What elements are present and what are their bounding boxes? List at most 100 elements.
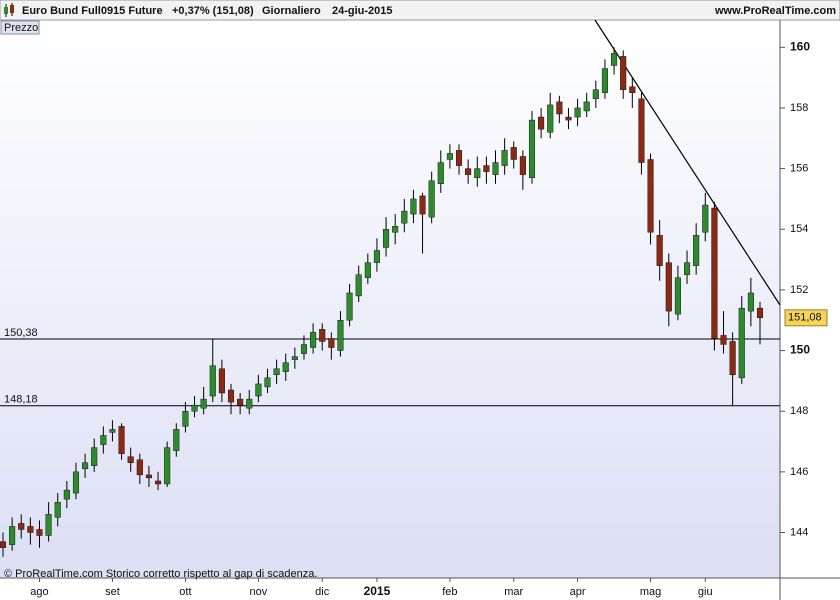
header-icon	[4, 3, 14, 17]
candle-body	[738, 307, 745, 379]
candle-body	[209, 365, 216, 397]
candle-body	[145, 474, 152, 479]
candle-body	[136, 459, 143, 476]
last-price-tag	[784, 309, 828, 327]
candle-body	[510, 147, 517, 160]
x-tick-label: ott	[179, 586, 191, 598]
period: Giornaliero	[262, 5, 321, 17]
candle-body	[328, 338, 335, 348]
candle-body	[45, 514, 52, 536]
candle-body	[273, 368, 280, 376]
y-tick-label: 144	[790, 526, 808, 538]
candle-body	[36, 529, 43, 536]
plot-area	[0, 20, 780, 578]
support-label: 148,18	[4, 394, 38, 406]
candle-body	[747, 292, 754, 312]
candle-body	[483, 165, 490, 172]
candle-body	[282, 362, 289, 372]
candle-body	[54, 501, 61, 518]
header-bar	[0, 0, 840, 21]
candle-body	[355, 274, 362, 297]
candle-body	[346, 292, 353, 321]
candle-body	[729, 341, 736, 376]
y-tick-label: 154	[790, 223, 808, 235]
candle-body	[410, 198, 417, 215]
candle-body	[547, 104, 554, 133]
candle-body	[227, 389, 235, 403]
candle-body	[538, 116, 545, 130]
x-tick-label: giu	[698, 586, 713, 598]
last-price-label: 151,08	[788, 312, 822, 324]
candle-body	[246, 398, 253, 409]
x-tick-label: mar	[504, 586, 523, 598]
candle-body	[182, 411, 189, 427]
candle-body	[127, 456, 134, 463]
candle-body	[437, 162, 444, 184]
date: 24-giu-2015	[332, 5, 393, 17]
x-tick-label: dic	[315, 586, 330, 598]
candle-body	[611, 53, 618, 66]
y-tick-label: 146	[790, 466, 808, 478]
candle-body	[756, 307, 764, 319]
y-tick-label: 152	[790, 284, 808, 296]
candle-body	[27, 526, 34, 533]
x-tick-label: set	[105, 586, 120, 598]
x-tick-label: 2015	[364, 584, 391, 598]
candle-body	[109, 429, 116, 433]
candle-body	[337, 320, 344, 351]
candle-body	[492, 162, 499, 175]
support-label: 150,38	[4, 327, 38, 339]
candle-body	[565, 116, 572, 121]
candle-body	[191, 404, 198, 412]
y-tick-label: 160	[790, 39, 810, 53]
candle-body	[620, 56, 627, 90]
candle-body	[63, 489, 70, 500]
candle-body	[401, 210, 408, 224]
candle-body	[629, 86, 636, 93]
candle-body	[501, 150, 508, 166]
x-tick-label: apr	[570, 586, 586, 598]
candle-body	[9, 526, 16, 545]
candle-body	[693, 235, 700, 266]
candle-body	[72, 471, 79, 494]
y-label: Prezzo	[4, 22, 38, 34]
candle-body	[583, 101, 590, 112]
candle-body	[556, 101, 563, 115]
candle-body	[428, 180, 435, 218]
candle-body	[638, 98, 645, 163]
candle-body	[291, 356, 298, 360]
candle-body	[465, 168, 472, 175]
candle-body	[684, 262, 691, 275]
candle-body	[519, 156, 526, 175]
candle-body	[255, 383, 262, 397]
candle-body	[100, 435, 107, 445]
candle-body	[364, 262, 371, 278]
candle-body	[173, 429, 180, 451]
candle-body	[18, 523, 25, 530]
candle-body	[200, 398, 207, 409]
change: +0,37% (151,08)	[172, 5, 254, 17]
footer: © ProRealTime.com Storico corretto rispe…	[4, 568, 317, 580]
x-tick-label: mag	[640, 586, 661, 598]
candle-body	[218, 368, 225, 394]
candle-body	[474, 168, 481, 178]
candle-body	[392, 226, 399, 233]
candle-body	[592, 89, 599, 100]
candle-body	[82, 462, 89, 470]
x-tick-label: feb	[442, 586, 457, 598]
candle-body	[574, 107, 581, 118]
candle-body	[656, 235, 663, 266]
candle-body	[674, 277, 681, 315]
x-tick-label: nov	[249, 586, 267, 598]
candle-body	[164, 447, 171, 485]
y-tick-label: 158	[790, 102, 808, 114]
candle-body	[155, 480, 162, 485]
candle-body	[264, 377, 271, 388]
source: www.ProRealTime.com	[714, 5, 836, 17]
y-tick-label: 156	[790, 163, 808, 175]
candle-body	[702, 204, 709, 233]
candle-body	[601, 68, 608, 93]
candle-body	[310, 332, 317, 348]
